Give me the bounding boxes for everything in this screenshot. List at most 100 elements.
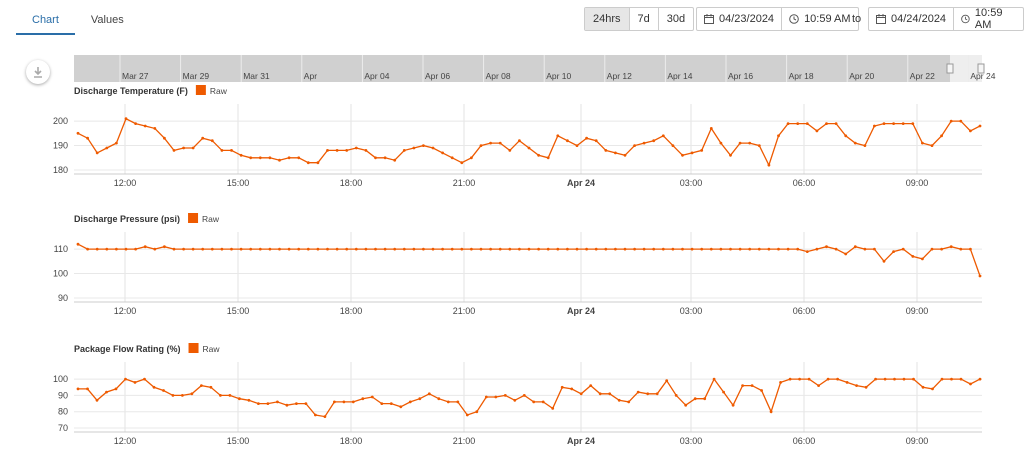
navigator-handle-left[interactable]	[946, 63, 954, 74]
data-point	[537, 247, 540, 251]
series-line	[77, 117, 981, 167]
data-point	[617, 398, 621, 402]
data-point	[652, 247, 656, 251]
tab-values[interactable]: Values	[90, 14, 124, 26]
data-point	[690, 151, 694, 155]
data-point	[345, 247, 349, 251]
data-point	[978, 377, 982, 381]
data-point	[503, 394, 507, 397]
download-button[interactable]	[26, 60, 50, 84]
y-tick-label: 100	[53, 374, 68, 384]
date-from-time[interactable]: 10:59 AM	[781, 8, 857, 30]
data-point	[845, 381, 849, 384]
tab-chart[interactable]: Chart	[16, 8, 75, 35]
range-7d-button[interactable]: 7d	[630, 8, 659, 30]
data-point	[95, 151, 99, 155]
x-tick-label: Apr 24	[567, 306, 595, 316]
data-point	[950, 377, 953, 381]
range-30d-button[interactable]: 30d	[666, 13, 686, 25]
data-point	[456, 400, 460, 404]
data-point	[541, 400, 545, 404]
clock-icon	[789, 14, 799, 24]
data-point	[834, 247, 838, 251]
data-point	[882, 259, 886, 263]
data-point	[844, 134, 848, 138]
data-point	[418, 397, 422, 401]
data-point	[258, 156, 262, 160]
data-point	[431, 247, 435, 251]
data-point	[115, 141, 118, 145]
data-point	[729, 247, 732, 251]
calendar-icon	[876, 14, 886, 24]
data-point	[335, 149, 339, 152]
y-tick-label: 200	[53, 116, 68, 126]
legend-label[interactable]: Raw	[202, 214, 220, 224]
chart-title: Discharge Temperature (F)	[74, 86, 188, 96]
data-point	[370, 395, 374, 399]
data-point	[257, 402, 260, 405]
y-tick-label: 180	[53, 165, 68, 175]
data-point	[779, 381, 782, 384]
data-point	[163, 245, 166, 249]
data-point	[796, 247, 800, 251]
data-point	[287, 156, 291, 160]
y-tick-label: 80	[58, 407, 68, 417]
data-point	[757, 144, 761, 147]
range-24hrs-button[interactable]: 24hrs	[585, 8, 630, 30]
range-selector: 24hrs 7d 30d	[584, 7, 695, 31]
data-point	[190, 392, 194, 396]
data-point	[585, 247, 588, 251]
legend-swatch	[188, 213, 199, 223]
data-point	[655, 392, 659, 396]
data-point	[393, 158, 397, 162]
x-tick-label: 09:00	[906, 436, 929, 446]
data-point	[575, 247, 579, 251]
date-to-date[interactable]: 04/24/2024	[869, 8, 953, 30]
legend-swatch	[188, 343, 199, 353]
data-point	[172, 247, 176, 251]
date-to-time[interactable]: 10:59 AM	[953, 7, 1023, 31]
data-point	[470, 156, 473, 160]
data-point	[684, 403, 688, 407]
data-point	[661, 247, 665, 251]
data-point	[700, 247, 704, 251]
legend-label[interactable]: Raw	[210, 86, 228, 96]
data-point	[614, 151, 617, 155]
clock-icon	[961, 14, 970, 24]
legend-label[interactable]: Raw	[203, 344, 221, 354]
data-point	[249, 156, 253, 160]
x-tick-label: Apr 24	[567, 436, 595, 446]
data-point	[527, 146, 531, 150]
data-point	[153, 127, 157, 130]
data-point	[239, 247, 243, 251]
calendar-icon	[704, 14, 714, 24]
data-point	[825, 245, 828, 249]
data-point	[825, 122, 828, 125]
date-from-date[interactable]: 04/23/2024	[697, 8, 781, 30]
time-navigator[interactable]: Mar 27 Mar 29 Mar 31 Apr Apr 04 Apr 06 Apr 08 A…	[0, 55, 1024, 85]
data-point	[220, 149, 224, 152]
data-point	[76, 131, 80, 135]
data-point	[834, 122, 838, 125]
data-point	[786, 122, 790, 125]
data-point	[556, 134, 560, 138]
data-point	[901, 247, 905, 251]
data-point	[389, 402, 393, 405]
navigator-handle-right[interactable]	[977, 63, 985, 74]
data-point	[201, 247, 205, 251]
navigator-label: Apr 22	[910, 71, 935, 81]
package-flow-rating-chart: Package Flow Rating (%) Raw 70 80 90 100 12:00…	[53, 343, 982, 446]
data-point	[335, 247, 339, 251]
data-point	[522, 394, 526, 397]
data-point	[498, 141, 502, 145]
data-point	[826, 377, 830, 381]
data-point	[748, 247, 752, 251]
data-point	[729, 153, 732, 157]
data-point	[441, 247, 444, 251]
data-point	[566, 247, 569, 251]
view-tabs: Chart Values	[16, 8, 140, 35]
data-point	[249, 247, 253, 251]
data-point	[883, 377, 887, 381]
data-point	[874, 377, 877, 381]
data-point	[604, 149, 608, 152]
